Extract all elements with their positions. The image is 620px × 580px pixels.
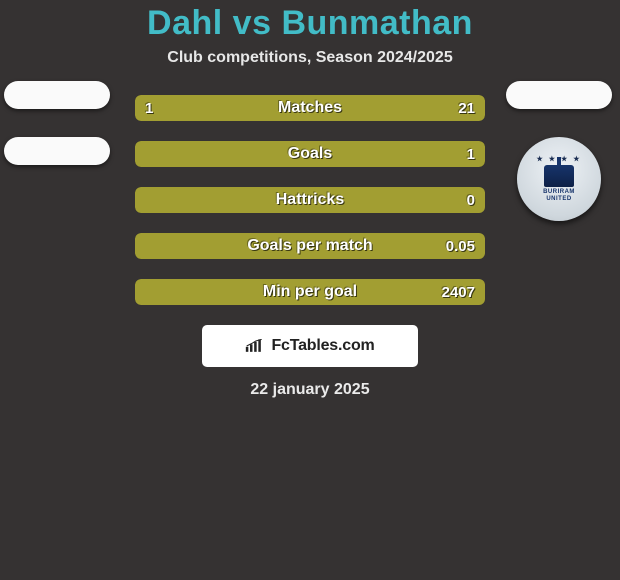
- bar-chart-icon: [245, 339, 265, 353]
- left-player-avatar: [4, 81, 110, 109]
- left-club-badge: [4, 137, 110, 165]
- comparison-rows: ★ ★ ★ ★ BURIRAM UNITED 121Matches 1Goals 0…: [0, 95, 620, 305]
- comparison-card: Dahl vs Bunmathan Club competitions, Sea…: [0, 0, 620, 399]
- bar-label: Goals: [135, 141, 485, 167]
- page-title: Dahl vs Bunmathan: [0, 4, 620, 43]
- date-text: 22 january 2025: [0, 381, 620, 399]
- fctables-watermark: FcTables.com: [202, 325, 418, 367]
- bar-row: 1Goals: [135, 141, 485, 167]
- bar-row: 0.05Goals per match: [135, 233, 485, 259]
- bar-row: 121Matches: [135, 95, 485, 121]
- club-badge-castle-icon: [544, 165, 574, 187]
- bar-label: Hattricks: [135, 187, 485, 213]
- vs-separator: vs: [233, 4, 272, 42]
- fctables-text: FcTables.com: [271, 337, 374, 355]
- right-indicator-stack: ★ ★ ★ ★ BURIRAM UNITED: [504, 81, 614, 221]
- bar-row: 0Hattricks: [135, 187, 485, 213]
- bar-row: 2407Min per goal: [135, 279, 485, 305]
- left-indicator-stack: [2, 81, 112, 165]
- player-right-name: Bunmathan: [281, 4, 473, 42]
- bar-label: Min per goal: [135, 279, 485, 305]
- bar-chart: 121Matches 1Goals 0Hattricks 0.05Goals per …: [135, 95, 485, 305]
- competition-subtitle: Club competitions, Season 2024/2025: [0, 49, 620, 67]
- club-badge-text: BURIRAM UNITED: [543, 189, 575, 202]
- bar-label: Matches: [135, 95, 485, 121]
- right-club-badge: ★ ★ ★ ★ BURIRAM UNITED: [517, 137, 601, 221]
- club-badge-inner: ★ ★ ★ ★ BURIRAM UNITED: [527, 147, 591, 211]
- player-left-name: Dahl: [147, 4, 223, 42]
- bar-label: Goals per match: [135, 233, 485, 259]
- right-player-avatar: [506, 81, 612, 109]
